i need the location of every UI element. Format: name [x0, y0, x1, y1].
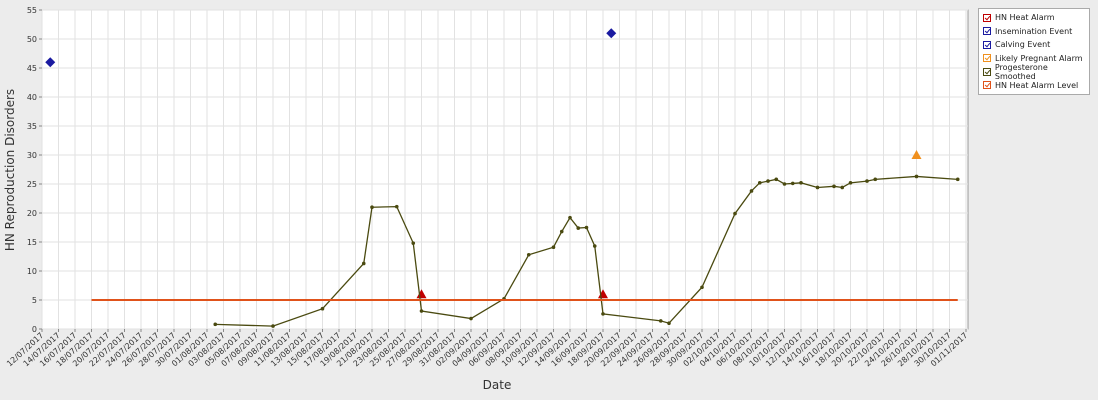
point — [658, 319, 663, 323]
grid — [41, 9, 968, 330]
legend: HN Heat Alarm Insemination Event Calving E… — [978, 8, 1090, 95]
point — [568, 215, 572, 220]
point — [320, 306, 325, 311]
y-tick-label: 20 — [27, 209, 37, 218]
point — [700, 285, 704, 290]
legend-item[interactable]: Insemination Event — [979, 25, 1089, 39]
point — [790, 181, 795, 186]
legend-checkbox[interactable] — [983, 67, 991, 76]
point — [394, 204, 399, 209]
point — [848, 181, 853, 185]
point — [592, 244, 597, 248]
point — [584, 225, 589, 230]
legend-item[interactable]: Progesterone Smoothed — [979, 62, 1089, 81]
point — [873, 177, 878, 182]
legend-checkbox[interactable] — [983, 40, 991, 49]
y-tick-label: 10 — [27, 267, 37, 276]
diamond-marker — [45, 57, 56, 68]
point — [766, 179, 770, 183]
point — [955, 177, 960, 182]
point — [526, 252, 531, 257]
legend-label: Likely Pregnant Alarm — [995, 53, 1083, 63]
point — [551, 245, 556, 250]
point — [601, 312, 605, 316]
y-tick-label: 15 — [27, 238, 37, 247]
legend-item[interactable]: HN Heat Alarm — [979, 11, 1089, 25]
triangle-marker — [416, 289, 427, 299]
legend-item[interactable]: HN Heat Alarm Level — [979, 79, 1089, 93]
legend-checkbox[interactable] — [983, 27, 991, 36]
legend-checkbox[interactable] — [983, 13, 991, 22]
point — [667, 321, 671, 326]
y-tick-label: 25 — [27, 180, 37, 189]
legend-label: Calving Event — [995, 40, 1051, 50]
legend-label: Progesterone Smoothed — [994, 62, 1048, 81]
point — [865, 179, 869, 183]
point — [411, 241, 416, 245]
legend-label: HN Heat Alarm Level — [995, 80, 1079, 90]
y-tick-label: 50 — [27, 35, 37, 44]
legend-checkbox[interactable] — [983, 81, 991, 90]
y-tick-label: 40 — [27, 93, 37, 102]
point — [757, 181, 762, 185]
point — [271, 324, 275, 328]
diamond-marker — [606, 28, 617, 39]
point — [832, 184, 836, 189]
point — [213, 322, 218, 327]
point — [799, 181, 803, 185]
legend-label: Insemination Event — [995, 26, 1073, 36]
point — [782, 182, 787, 186]
point — [419, 309, 424, 313]
legend-item[interactable]: Calving Event — [979, 38, 1089, 52]
triangle-marker — [911, 150, 922, 159]
legend-item[interactable]: Likely Pregnant Alarm — [979, 52, 1089, 66]
point — [559, 229, 564, 234]
point — [774, 177, 779, 182]
point — [469, 316, 473, 321]
legend-label: HN Heat Alarm — [995, 13, 1055, 23]
point — [749, 189, 754, 193]
x-axis-label: Date — [483, 378, 512, 392]
y-tick-label: 45 — [27, 64, 37, 73]
point — [361, 261, 366, 266]
y-tick-label: 0 — [32, 325, 37, 334]
point — [370, 205, 374, 209]
plot-area — [41, 9, 969, 330]
point — [815, 185, 820, 190]
y-axis-label: HN Reproduction Disorders — [3, 89, 17, 251]
point — [576, 226, 581, 230]
point — [840, 185, 845, 190]
legend-checkbox[interactable] — [983, 54, 991, 63]
y-tick-label: 5 — [32, 296, 37, 305]
y-tick-label: 35 — [27, 122, 37, 131]
point — [914, 174, 919, 179]
y-tick-label: 55 — [27, 6, 37, 15]
y-tick-label: 30 — [27, 151, 37, 160]
point — [733, 211, 737, 216]
